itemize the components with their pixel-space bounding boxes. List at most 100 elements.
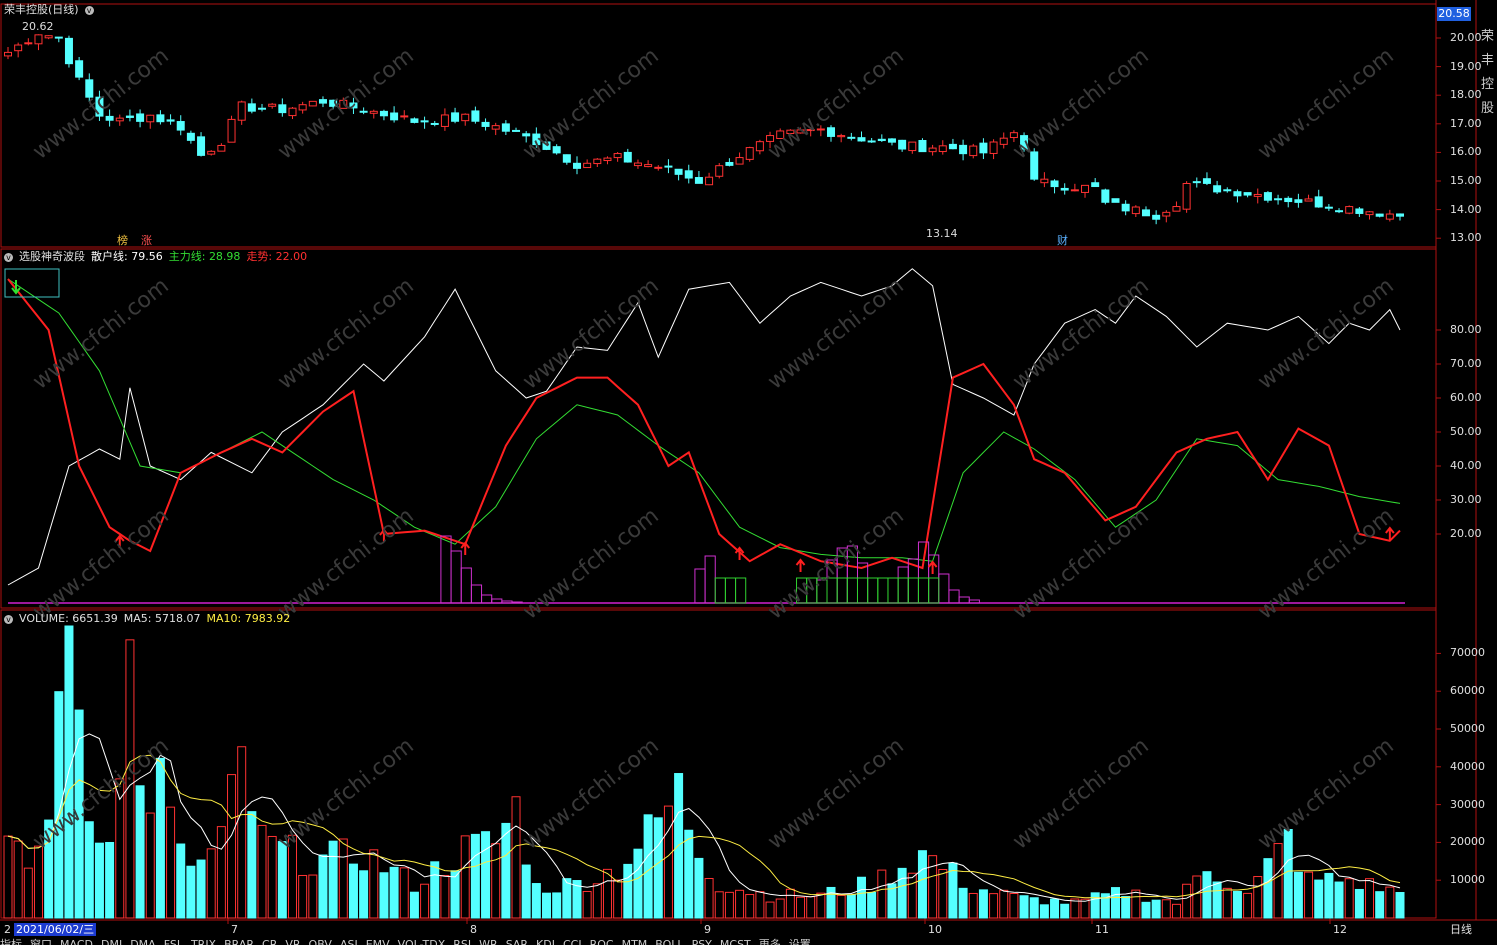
indicator-tab[interactable]: CR [262,938,278,945]
green-bar [897,577,909,604]
period-tab[interactable]: 日线 [1450,923,1472,936]
month-label: 7 [231,923,238,936]
month-label: 12 [1333,923,1347,936]
volume-bar [155,757,165,919]
candle-body [247,103,256,112]
tag-cai[interactable]: 财 [1057,234,1068,247]
indicator-tab[interactable]: 指标 [0,938,22,945]
candle-body [1172,206,1181,212]
indicator-tab[interactable]: BOLL [655,938,684,945]
candle-body [1324,206,1333,209]
indicator-tab[interactable]: OBV [308,938,332,945]
indicator-tab[interactable]: ROC [589,938,614,945]
volume-bar [1171,903,1181,919]
indicator-tab[interactable]: RSI [453,938,472,945]
watermark-text: www.cfchi.com [763,43,908,164]
price-tick-label: 13.00 [1450,231,1482,245]
candle-body [54,36,63,39]
indicator-tab[interactable]: DMI [100,938,123,945]
up-arrow-icon [460,541,471,555]
candle-body [664,165,673,168]
chevron-down-icon[interactable]: v [84,5,94,15]
candle-body [136,113,145,122]
volume-bar [755,891,765,919]
volume-bar [745,894,755,919]
indicator-tab[interactable]: VOL-TDX [397,938,446,945]
candle-body [156,114,165,123]
indicator-tab[interactable]: PSY [691,938,712,945]
indicator-tab[interactable]: 更多 [758,938,781,945]
stock-title: 荣丰控股 [4,3,48,16]
volume-bar [1182,883,1192,919]
indicator-tab[interactable]: CCI [562,938,582,945]
candle-body [115,117,124,122]
volume-bar [348,863,358,919]
candle-body [95,96,104,117]
candle-body [258,107,267,110]
chevron-down-icon[interactable]: v [4,614,13,624]
volume-bar [1141,901,1151,919]
indicator-tab[interactable]: WR [479,938,498,945]
volume-bar [704,877,714,919]
indicator-panel-header: v 选股神奇波段 散户线: 79.56 主力线: 28.98 走势: 22.00 [4,250,307,264]
candle-body [725,161,734,166]
indicator-tab[interactable]: EMV [365,938,390,945]
volume-bar [1324,872,1334,919]
tag-zhang[interactable]: 涨 [141,234,152,247]
volume-bar [938,868,948,919]
san-value: 79.56 [131,250,163,263]
indicator-tab[interactable]: MCST [719,938,751,945]
candle-body [1274,198,1283,201]
indicator-tab[interactable]: BRAR [224,938,255,945]
candle-body [928,147,937,153]
volume-bar [796,896,806,919]
watermark-text: www.cfchi.com [518,733,663,854]
indicator-tab[interactable]: 窗口 [30,938,52,945]
volume-bar [958,887,968,919]
indicator-tab[interactable]: KDJ [536,938,555,945]
ma5-line [7,733,1401,902]
indicator-tab[interactable]: VR [285,938,301,945]
candle-body [1233,191,1242,197]
green-bar [856,577,869,604]
volume-bar [1253,876,1263,919]
volume-bar [826,886,836,919]
candle-body [837,135,846,138]
watermark-text: www.cfchi.com [273,273,418,394]
volume-bar [735,889,745,919]
indicator-tab[interactable]: FSL [163,938,183,945]
volume-tick-label: 30000 [1450,797,1485,811]
volume-bar [206,848,216,919]
candle-body [1345,206,1354,214]
high-price-label: 20.62 [22,20,54,33]
indicator-tab[interactable]: DMA [130,938,156,945]
indicator-tab[interactable]: ASI [339,938,358,945]
chevron-down-icon[interactable]: v [4,252,13,262]
candle-body [24,42,33,45]
candle-body [1243,192,1252,196]
volume-label[interactable]: VOLUME: [19,612,69,625]
candle-body [867,140,876,143]
indicator-tab[interactable]: MACD [60,938,93,945]
indicator-tab[interactable]: 设置 [788,938,811,945]
indicator-tab[interactable]: MTM [621,938,648,945]
candle-body [633,162,642,167]
candle-body [461,113,470,122]
candle-body [166,119,175,122]
price-panel-header: 荣丰控股 (日线) v [4,3,94,17]
volume-bar [684,829,694,919]
candle-body [1375,213,1384,217]
indicator-tab[interactable]: SAR [505,938,529,945]
candle-body [4,51,12,57]
candle-body [1213,185,1222,193]
volume-bar [724,891,734,919]
tag-bang[interactable]: 榜 [117,234,128,247]
volume-bar [552,892,562,919]
indicator-tab[interactable]: TRIX [190,938,217,945]
candle-body [948,143,957,150]
indicator-name[interactable]: 选股神奇波段 [19,250,85,263]
candle-body [542,141,551,150]
indicator-tab-bar: 指标 窗口 MACD DMI DMA FSL TRIX BRAR CR VR OBV ASI EMV VO… [0,938,1497,945]
candle-body [44,35,53,39]
